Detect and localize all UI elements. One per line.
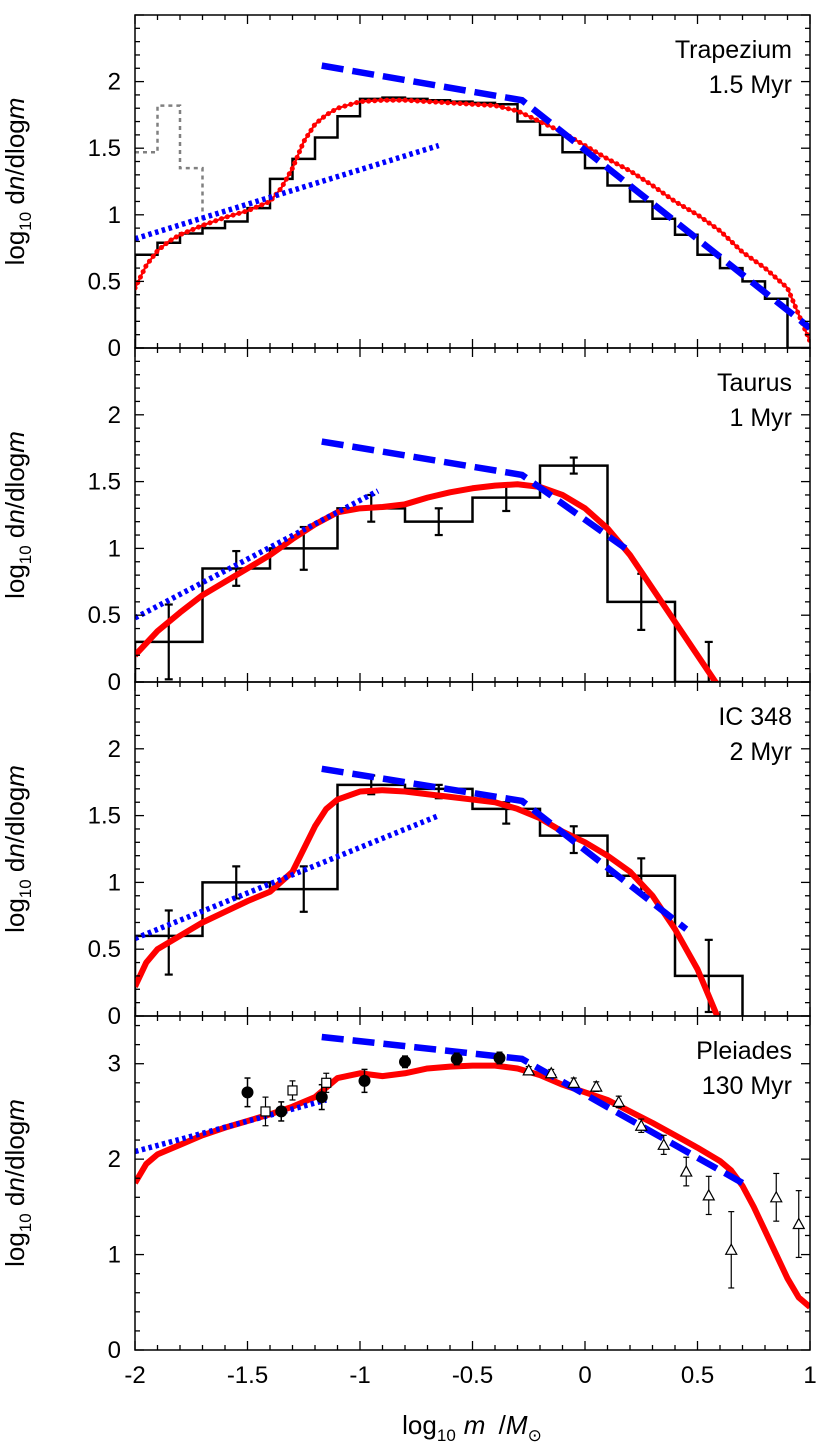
slope-dashed-line bbox=[321, 438, 628, 552]
panel-age-label: 1.5 Myr bbox=[709, 71, 792, 99]
slope-dotted-line bbox=[135, 488, 380, 621]
y-tick-label: 0.5 bbox=[88, 602, 121, 629]
panel-age-label: 130 Myr bbox=[702, 1072, 792, 1100]
y-tick-label: 1 bbox=[108, 535, 121, 562]
x-tick-label: 0 bbox=[578, 1362, 591, 1389]
x-tick-label: 1 bbox=[803, 1362, 816, 1389]
filled-data-point bbox=[493, 1051, 506, 1064]
open-triangle-point bbox=[679, 1164, 693, 1177]
x-tick-label: -1 bbox=[349, 1362, 370, 1389]
gray-histogram bbox=[135, 104, 204, 229]
y-tick-label: 2 bbox=[108, 402, 121, 429]
filled-data-point bbox=[275, 1105, 288, 1118]
y-tick-label: 3 bbox=[108, 1051, 121, 1078]
panel-age-label: 1 Myr bbox=[730, 404, 793, 432]
open-triangle-point bbox=[589, 1079, 603, 1092]
slope-dotted-line bbox=[135, 1097, 327, 1155]
plot-area bbox=[135, 438, 743, 682]
model-curve bbox=[135, 787, 721, 1016]
slope-dashed-line bbox=[321, 765, 689, 932]
plot-area bbox=[135, 62, 810, 348]
x-tick-label: -2 bbox=[124, 1362, 145, 1389]
y-tick-label: 0 bbox=[108, 1003, 121, 1030]
open-triangle-point bbox=[769, 1190, 783, 1203]
y-tick-label: 2 bbox=[108, 69, 121, 96]
open-square-point bbox=[287, 1085, 298, 1096]
y-tick-label: 1 bbox=[108, 869, 121, 896]
x-tick-label: -1.5 bbox=[227, 1362, 268, 1389]
open-triangle-point bbox=[657, 1138, 671, 1150]
open-triangle-point bbox=[522, 1063, 536, 1076]
y-tick-label: 0 bbox=[108, 1337, 121, 1364]
y-tick-label: 1.5 bbox=[88, 135, 121, 162]
y-tick-label: 0 bbox=[108, 335, 121, 362]
y-axis-title: log10 dn/dlogm bbox=[0, 431, 35, 599]
panel-label: IC 348 bbox=[718, 703, 792, 731]
open-triangle-point bbox=[544, 1066, 558, 1079]
x-tick-label: 0.5 bbox=[681, 1362, 714, 1389]
y-axis-title: log10 dn/dlogm bbox=[0, 98, 35, 266]
x-axis-title: log10 m /M⊙ bbox=[402, 1410, 542, 1445]
panel-label: Pleiades bbox=[696, 1037, 792, 1065]
x-tick-label: -0.5 bbox=[452, 1362, 493, 1389]
slope-dotted-line bbox=[135, 813, 440, 942]
panel-2: 0 0.5 1 1.5 2 Taurus 1 Myr log10 dn/dlogm bbox=[0, 347, 811, 696]
y-tick-label: 2 bbox=[108, 1146, 121, 1173]
model-curve-line bbox=[135, 99, 810, 342]
y-tick-label: 1.5 bbox=[88, 803, 121, 830]
panel-label: Taurus bbox=[717, 369, 792, 397]
filled-data-point bbox=[315, 1091, 328, 1104]
panel-age-label: 2 Myr bbox=[730, 738, 793, 766]
y-axis-title: log10 dn/dlogm bbox=[0, 765, 35, 933]
slope-dashed-line bbox=[321, 62, 810, 331]
y-tick-label: 1 bbox=[108, 1242, 121, 1269]
model-curve bbox=[135, 481, 720, 682]
open-square-point bbox=[321, 1077, 332, 1088]
filled-data-point bbox=[450, 1052, 463, 1065]
open-square-point bbox=[260, 1106, 271, 1117]
histogram bbox=[135, 96, 810, 348]
y-tick-label: 0 bbox=[108, 669, 121, 696]
plot-area bbox=[135, 765, 744, 1016]
y-axis-title: log10 dn/dlogm bbox=[0, 1099, 35, 1267]
y-tick-label: 1 bbox=[108, 202, 121, 229]
open-triangle-point bbox=[724, 1243, 738, 1255]
histogram bbox=[135, 464, 743, 682]
y-tick-label: 0.5 bbox=[88, 268, 121, 295]
open-triangle-point bbox=[702, 1188, 716, 1201]
open-triangle-point bbox=[792, 1217, 806, 1230]
slope-dashed-line bbox=[321, 1033, 745, 1186]
plot-area bbox=[135, 1033, 810, 1310]
panel-label: Trapezium bbox=[675, 36, 792, 64]
panel-1: 0 0.5 1 1.5 2 Trapezium 1.5 Myr log10 dn/dlogm bbox=[0, 14, 811, 362]
filled-data-point bbox=[399, 1055, 411, 1068]
open-triangle-point bbox=[567, 1076, 581, 1088]
panel-3: 0 0.5 1 1.5 2 IC 348 2 Myr log10 dn/dlogm bbox=[0, 681, 811, 1030]
panel-frame bbox=[134, 14, 811, 349]
y-tick-label: 1.5 bbox=[88, 469, 121, 496]
y-tick-label: 0.5 bbox=[88, 936, 121, 963]
panel-4: 0 1 2 3 Pleiades 130 Myr log10 dn/dlogm bbox=[0, 1015, 811, 1364]
y-tick-label: 2 bbox=[108, 736, 121, 763]
open-triangle-point bbox=[634, 1118, 648, 1131]
filled-data-point bbox=[358, 1074, 371, 1087]
filled-data-point bbox=[241, 1086, 254, 1099]
open-triangle-point bbox=[612, 1095, 626, 1107]
